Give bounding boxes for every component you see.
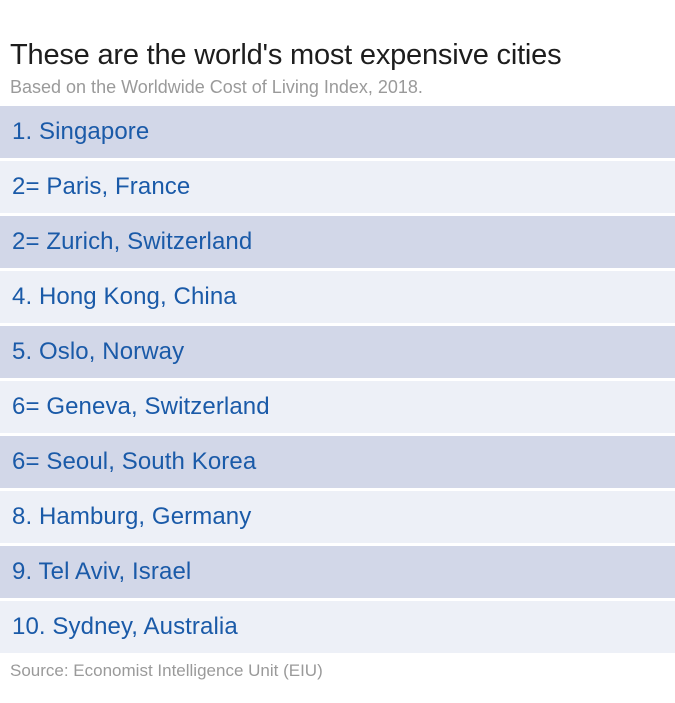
ranking-row: 5. Oslo, Norway (0, 326, 675, 378)
ranking-row-label: 10. Sydney, Australia (12, 613, 238, 640)
ranking-row-label: 1. Singapore (12, 118, 150, 145)
ranking-row: 1. Singapore (0, 106, 675, 158)
ranking-row: 6= Geneva, Switzerland (0, 381, 675, 433)
ranking-row-label: 6= Seoul, South Korea (12, 448, 257, 475)
ranking-row-label: 2= Zurich, Switzerland (12, 228, 253, 255)
chart-header: These are the world's most expensive cit… (0, 0, 675, 98)
ranking-row: 2= Zurich, Switzerland (0, 216, 675, 268)
page-title: These are the world's most expensive cit… (10, 39, 562, 71)
ranking-row: 10. Sydney, Australia (0, 601, 675, 653)
ranking-row: 4. Hong Kong, China (0, 271, 675, 323)
ranking-row: 2= Paris, France (0, 161, 675, 213)
chart-footer: Source: Economist Intelligence Unit (EIU… (10, 661, 665, 681)
ranking-row: 6= Seoul, South Korea (0, 436, 675, 488)
ranking-row-label: 5. Oslo, Norway (12, 338, 185, 365)
ranking-row-label: 8. Hamburg, Germany (12, 503, 252, 530)
ranking-row-label: 2= Paris, France (12, 173, 191, 200)
page-subtitle: Based on the Worldwide Cost of Living In… (10, 77, 423, 97)
ranking-row-label: 9. Tel Aviv, Israel (12, 558, 192, 585)
ranking-row: 8. Hamburg, Germany (0, 491, 675, 543)
ranking-row-label: 4. Hong Kong, China (12, 283, 237, 310)
ranking-list: 1. Singapore 2= Paris, France 2= Zurich, S… (0, 106, 675, 653)
ranking-row-label: 6= Geneva, Switzerland (12, 393, 270, 420)
ranking-row: 9. Tel Aviv, Israel (0, 546, 675, 598)
source-note: Source: Economist Intelligence Unit (EIU… (10, 661, 323, 680)
